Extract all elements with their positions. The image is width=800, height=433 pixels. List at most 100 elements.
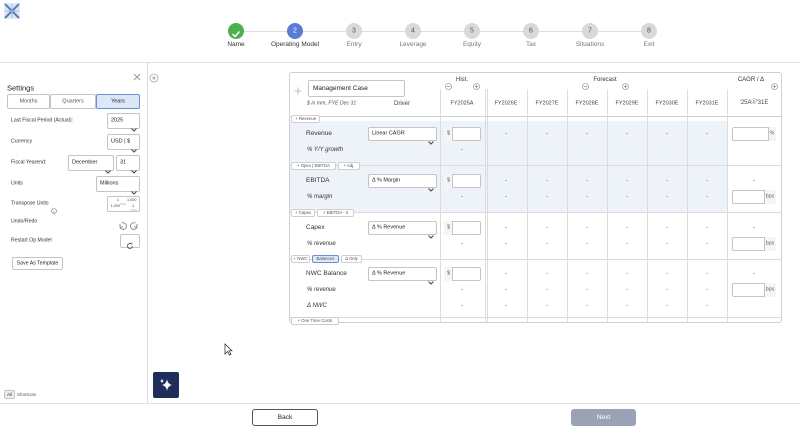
month-select-value: December [72, 159, 98, 166]
input-prefix-box [444, 267, 453, 281]
cagr-cell: - [753, 271, 755, 277]
column-header: FY2031E [695, 100, 719, 107]
forecast-cell: - [706, 287, 708, 293]
step-number: 2 [293, 27, 297, 35]
close-icon[interactable] [133, 68, 141, 81]
collapse-icon[interactable] [149, 70, 159, 83]
section-tag[interactable] [338, 162, 360, 170]
section-tag[interactable] [291, 317, 339, 325]
forecast-cell: - [505, 131, 507, 137]
forecast-cell: - [626, 131, 628, 137]
section-tag-label: + EBITDA - X [322, 209, 349, 215]
chevron-icon [428, 132, 434, 145]
step-circle[interactable]: 8 [641, 23, 657, 39]
section-tag[interactable] [291, 209, 316, 217]
case-name-input[interactable] [308, 80, 405, 97]
section-line [290, 212, 781, 213]
section-line [290, 259, 781, 260]
transpose-text: 1,000 [110, 204, 120, 209]
step-circle[interactable] [228, 23, 244, 39]
expand-hist-button[interactable] [472, 77, 480, 90]
chevron-icon [428, 272, 434, 285]
day-select[interactable] [116, 155, 140, 171]
section-line [290, 317, 781, 318]
month-select[interactable] [68, 155, 114, 171]
chevron-icon [131, 182, 137, 195]
section-tag-label: + NWC [293, 255, 308, 261]
period-select[interactable] [107, 113, 140, 129]
undo-icon[interactable] [118, 217, 127, 230]
units-select-value: Millions [100, 180, 119, 187]
input-prefix: $ [446, 224, 451, 231]
tab[interactable] [7, 94, 50, 109]
section-tag-label: + Adj. [343, 162, 355, 168]
restart-button[interactable] [120, 234, 140, 248]
section-tag[interactable] [291, 162, 336, 170]
step-circle[interactable]: 7 [582, 23, 598, 39]
hist-label: Hist. [456, 77, 468, 83]
save-template-button[interactable] [12, 257, 63, 270]
cagr-period: '25A - '31E [739, 100, 769, 106]
forecast-cell: - [666, 131, 668, 137]
mouse-cursor [224, 343, 233, 356]
step-circle[interactable]: 5 [464, 23, 480, 39]
transpose-text: 1 [132, 204, 135, 209]
collapse-hist-button[interactable] [444, 77, 452, 90]
field-label: Last Fiscal Period (Actual): [11, 117, 73, 124]
field-label: Currency [11, 138, 33, 145]
collapse-forecast-button[interactable] [581, 77, 589, 90]
expand-forecast-button[interactable] [621, 77, 629, 90]
step-circle[interactable]: 3 [346, 23, 362, 39]
tab[interactable] [96, 94, 140, 109]
column-line [647, 89, 648, 322]
driver-select[interactable] [368, 267, 437, 281]
section-tag[interactable] [317, 209, 355, 217]
input-suffix-box [764, 237, 776, 251]
forecast-cell: - [546, 287, 548, 293]
forecast-cell: - [546, 225, 548, 231]
driver-header: Driver [394, 101, 410, 107]
driver-select-value: Δ % Revenue [372, 270, 406, 277]
drag-handle [294, 82, 302, 95]
back-button[interactable] [252, 409, 318, 426]
section-tag[interactable] [291, 115, 321, 123]
step-number: 8 [647, 27, 651, 35]
column-header: FY2029E [615, 100, 639, 107]
step-number: 5 [470, 27, 474, 35]
forecast-cell: - [546, 303, 548, 309]
forecast-cell: - [706, 303, 708, 309]
driver-select[interactable] [368, 127, 437, 141]
expand-cagr-button[interactable] [770, 77, 778, 90]
settings-dot-icon [751, 91, 757, 104]
units-select[interactable] [96, 176, 140, 192]
step-circle[interactable]: 4 [405, 23, 421, 39]
column-header: FY2027E [535, 100, 559, 107]
step-circle[interactable]: 2 [287, 23, 303, 39]
chevron-icon [105, 161, 111, 174]
currency-select[interactable] [107, 134, 140, 150]
section-tag[interactable] [291, 255, 310, 263]
step-circle[interactable]: 6 [523, 23, 539, 39]
redo-icon[interactable] [130, 217, 139, 230]
next-button[interactable] [571, 409, 636, 426]
column-header: FY2030E [655, 100, 679, 107]
sub-row-label: Δ NWC [307, 303, 327, 309]
forecast-cell: - [505, 178, 507, 184]
stepper-line [236, 31, 649, 32]
driver-select[interactable] [368, 174, 437, 188]
chevron-icon [131, 140, 137, 153]
hist-cell: - [461, 194, 463, 200]
driver-select-value: Linear CAGR [372, 130, 405, 137]
forecast-cell: - [666, 303, 668, 309]
input-prefix: $ [446, 270, 451, 277]
hist-cell: - [461, 241, 463, 247]
forecast-cell: - [505, 271, 507, 277]
field-label: Units [11, 180, 23, 187]
section-tag[interactable] [340, 255, 363, 263]
driver-select[interactable] [368, 221, 437, 235]
section-tag-label: + One Time Costs [297, 317, 333, 323]
section-tag[interactable] [312, 255, 339, 263]
shortcut-key[interactable] [4, 390, 15, 399]
tab[interactable] [50, 94, 96, 109]
